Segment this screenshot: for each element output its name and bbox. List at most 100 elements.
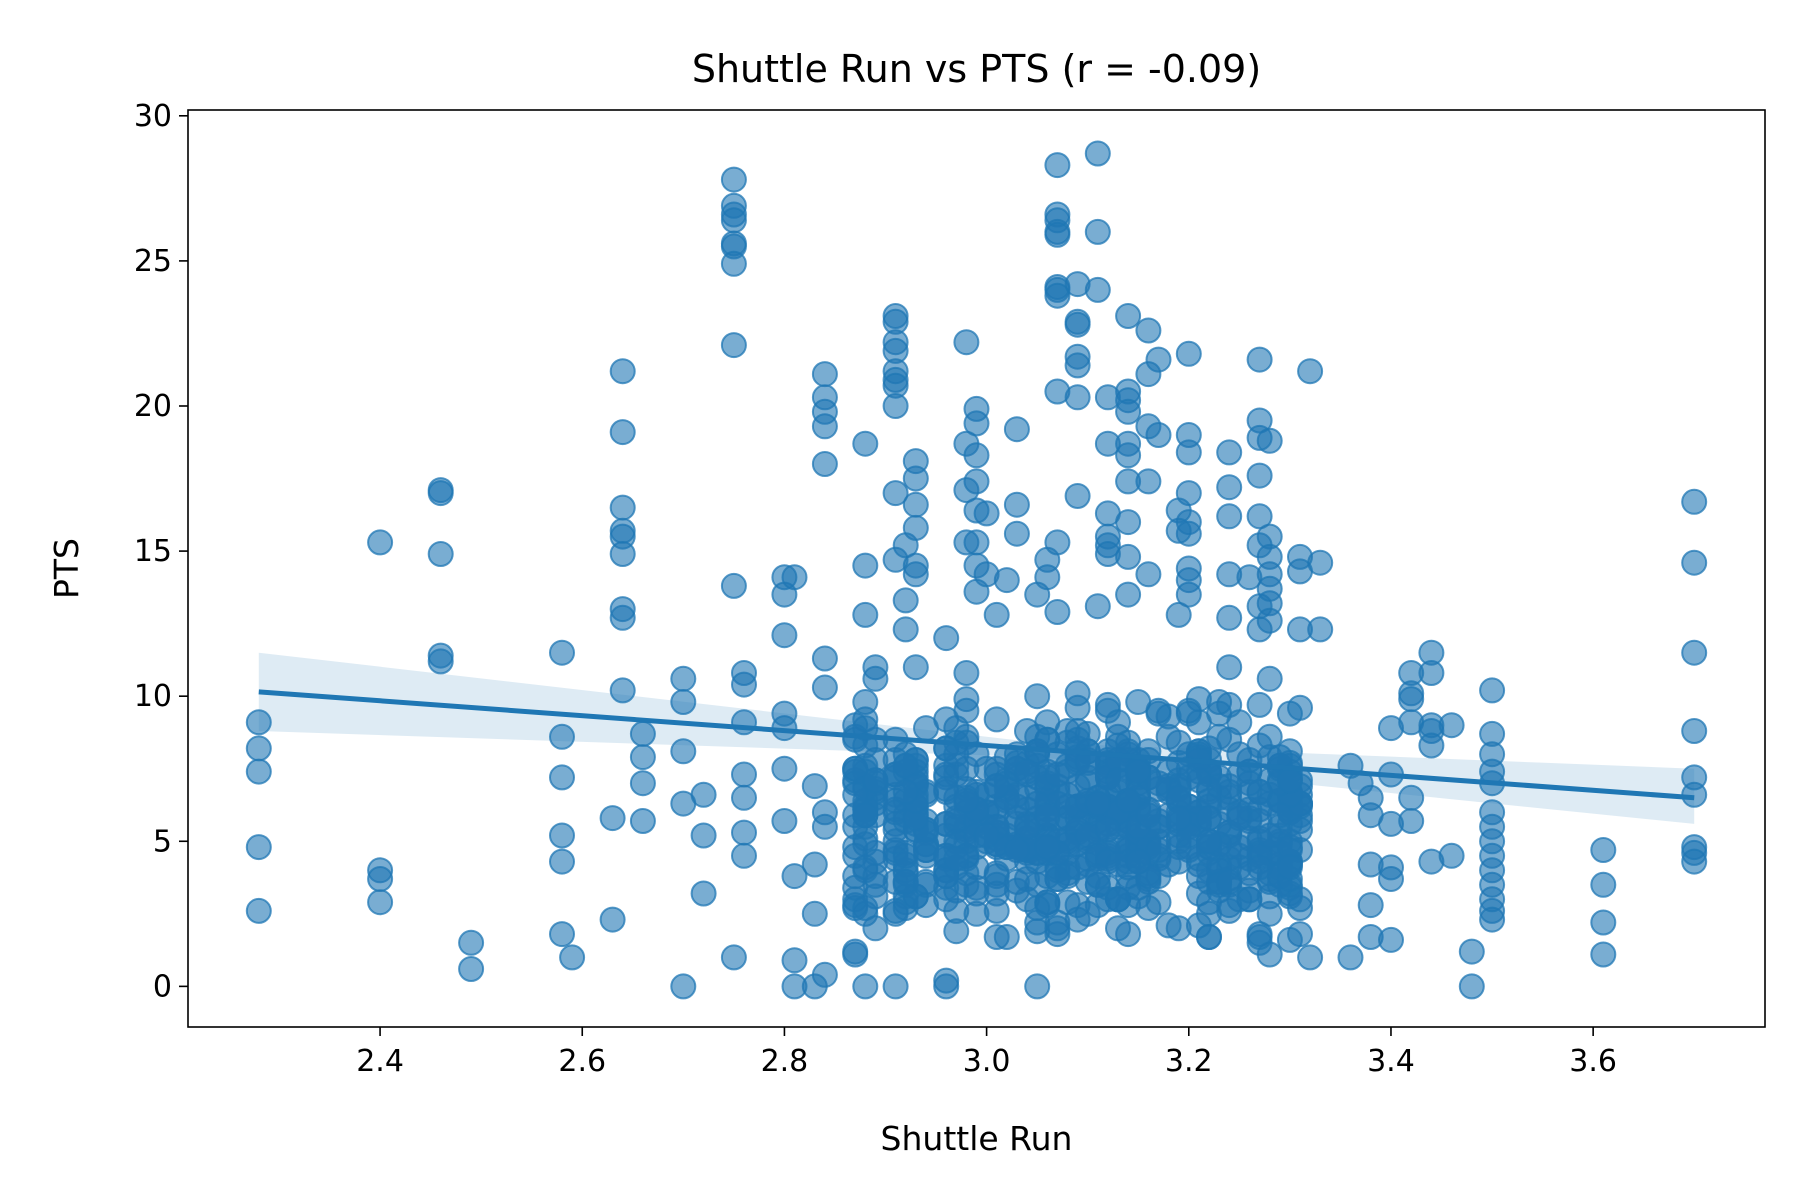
scatter-point xyxy=(781,564,808,591)
scatter-point xyxy=(1681,488,1708,515)
scatter-point xyxy=(245,735,272,762)
scatter-point xyxy=(245,897,272,924)
regression-line xyxy=(258,689,1695,801)
scatter-point xyxy=(963,442,990,469)
scatter-point xyxy=(1337,944,1364,971)
scatter-point xyxy=(1115,787,1142,814)
scatter-point xyxy=(842,755,869,782)
scatter-point xyxy=(943,845,970,872)
scatter-point xyxy=(731,819,757,846)
scatter-point xyxy=(902,514,929,541)
scatter-point xyxy=(1064,854,1091,881)
scatter-point xyxy=(1276,926,1303,953)
scatter-point xyxy=(882,973,909,1000)
scatter-point xyxy=(1115,442,1142,469)
scatter-point xyxy=(811,451,838,477)
scatter-point xyxy=(629,744,656,771)
scatter-point xyxy=(1398,686,1425,713)
scatter-point xyxy=(1287,886,1313,913)
scatter-point xyxy=(549,822,575,849)
scatter-point xyxy=(670,689,697,715)
scatter-point xyxy=(1196,805,1222,832)
scatter-point xyxy=(1216,654,1243,681)
scatter-point xyxy=(549,639,575,666)
scatter-point xyxy=(367,529,394,556)
scatter-point xyxy=(1084,218,1111,245)
scatter-point xyxy=(1175,340,1202,367)
x-tick-label: 3.0 xyxy=(963,1044,1011,1079)
scatter-point xyxy=(892,778,919,805)
scatter-point xyxy=(1307,549,1334,576)
scatter-point xyxy=(720,250,747,277)
scatter-point xyxy=(811,813,838,840)
scatter-point xyxy=(1084,276,1111,303)
scatter-point xyxy=(559,944,586,971)
scatter-point xyxy=(852,430,879,457)
scatter-point xyxy=(720,572,747,599)
scatter-point xyxy=(1246,503,1273,530)
scatter-point xyxy=(1276,700,1303,727)
scatter-point xyxy=(1458,973,1485,1000)
scatter-point xyxy=(811,645,838,672)
scatter-point xyxy=(1034,892,1061,919)
scatter-point xyxy=(1115,509,1142,536)
x-tick-label: 3.6 xyxy=(1569,1044,1617,1079)
scatter-point xyxy=(1105,915,1131,942)
scatter-point xyxy=(862,767,889,794)
scatter-point xyxy=(245,834,272,861)
scatter-point xyxy=(427,648,454,675)
scatter-point xyxy=(902,654,929,681)
scatter-point xyxy=(1145,770,1172,797)
scatter-point xyxy=(842,834,869,861)
scatter-point xyxy=(963,529,990,556)
scatter-point xyxy=(913,868,939,895)
scatter-point xyxy=(1115,398,1142,425)
scatter-point xyxy=(811,361,838,388)
scatter-point xyxy=(1236,770,1263,797)
scatter-point xyxy=(1246,854,1273,881)
scatter-point xyxy=(1034,564,1061,591)
scatter-point xyxy=(1165,915,1192,942)
scatter-point xyxy=(933,706,960,733)
scatter-point xyxy=(1165,729,1192,756)
scatter-point xyxy=(1256,665,1283,692)
scatter-point xyxy=(609,541,636,567)
scatter-point xyxy=(902,465,929,492)
scatter-point xyxy=(1216,474,1243,501)
scatter-point xyxy=(1590,909,1617,936)
scatter-point xyxy=(1024,683,1051,710)
scatter-point xyxy=(1590,871,1617,898)
y-tick-label: 5 xyxy=(153,824,172,859)
scatter-point xyxy=(1681,639,1708,666)
scatter-point xyxy=(1135,317,1162,344)
scatter-point xyxy=(599,805,626,832)
scatter-point xyxy=(1064,311,1091,338)
scatter-point xyxy=(1084,790,1111,817)
scatter-point xyxy=(549,921,575,948)
scatter-point xyxy=(963,468,990,495)
scatter-point xyxy=(731,784,757,811)
scatter-point xyxy=(781,947,808,974)
y-tick-label: 20 xyxy=(134,389,172,424)
scatter-point xyxy=(609,494,636,521)
scatter-point xyxy=(1418,732,1445,759)
scatter-point xyxy=(1115,303,1142,329)
scatter-point xyxy=(1014,758,1040,785)
x-tick-label: 2.8 xyxy=(761,1044,809,1079)
scatter-point xyxy=(1216,439,1243,466)
scatter-point xyxy=(1246,691,1273,718)
scatter-point xyxy=(801,773,828,800)
scatter-point xyxy=(609,419,636,446)
scatter-point xyxy=(1145,422,1172,448)
scatter-point xyxy=(953,660,980,686)
scatter-point xyxy=(852,895,879,921)
scatter-point xyxy=(933,967,960,994)
scatter-point xyxy=(933,776,960,802)
scatter-point xyxy=(892,587,919,614)
scatter-point xyxy=(1024,871,1051,898)
scatter-point xyxy=(983,773,1010,800)
scatter-point xyxy=(1145,837,1172,863)
scatter-point xyxy=(1064,483,1091,509)
chart-title: Shuttle Run vs PTS (r = -0.09) xyxy=(692,47,1261,91)
scatter-point xyxy=(1115,581,1142,608)
